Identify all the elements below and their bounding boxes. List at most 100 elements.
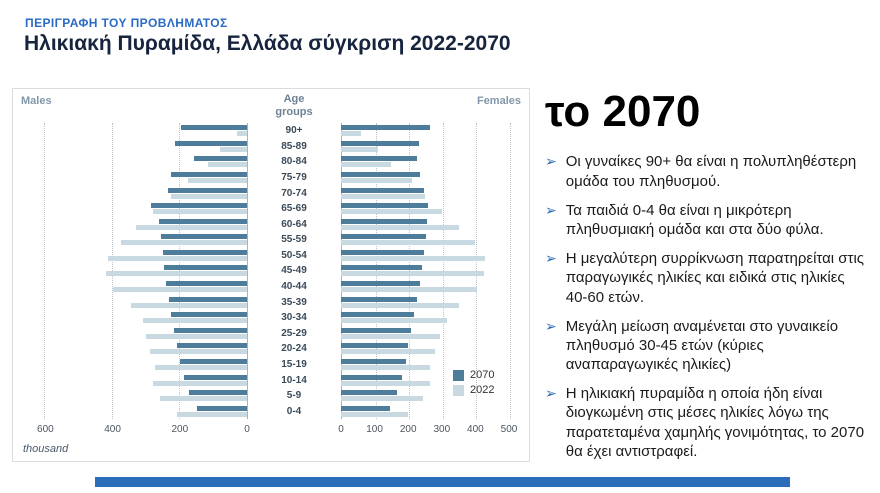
age-group-label: 75-79 [281, 172, 307, 184]
axis-tick-label: 0 [244, 424, 250, 435]
gridline [510, 123, 511, 419]
list-item: ➢ Η μεγαλύτερη συρρίκνωση παρατηρείται σ… [545, 249, 867, 307]
legend-item-2022: 2022 [453, 384, 494, 396]
female-2070-bar [341, 187, 424, 193]
female-2070-bar [341, 156, 417, 162]
male-2070-bar [180, 358, 247, 364]
gridline [442, 123, 444, 419]
pyramid-row: 60-64 [19, 216, 525, 232]
female-2022-bar [341, 131, 362, 137]
age-group-label: 60-64 [281, 218, 307, 230]
male-plot-gridlines [19, 123, 248, 419]
list-item: ➢ Μεγάλη μείωση αναμένεται στο γυναικείο… [545, 317, 867, 375]
eyebrow-heading: ΠΕΡΙΓΡΑΦΗ ΤΟΥ ΠΡΟΒΛΗΜΑΤΟΣ [25, 16, 228, 30]
legend-swatch-2022 [453, 384, 464, 396]
female-2022-bar [341, 162, 392, 168]
female-bars [341, 405, 525, 417]
male-bars [19, 296, 247, 308]
legend-label-2022: 2022 [470, 384, 495, 396]
commentary-panel: το 2070 ➢ Οι γυναίκες 90+ θα είναι η πολ… [545, 87, 867, 471]
female-bars [341, 125, 525, 137]
female-2022-bar [341, 364, 431, 370]
female-2022-bar [341, 318, 447, 324]
age-group-label: 5-9 [286, 390, 302, 402]
list-item: ➢ Οι γυναίκες 90+ θα είναι η πολυπληθέστ… [545, 152, 867, 190]
gridline [178, 123, 180, 419]
arrow-bullet-icon: ➢ [545, 153, 557, 170]
male-bars [19, 281, 247, 293]
male-2070-bar [151, 203, 247, 209]
bullet-text: Τα παιδιά 0-4 θα είναι η μικρότερη πληθυ… [565, 201, 824, 238]
male-bars [19, 156, 247, 168]
female-2070-bar [341, 125, 431, 131]
axis-tick-label: 300 [433, 424, 451, 435]
pyramid-row: 90+ [19, 123, 525, 139]
female-bars [341, 140, 525, 152]
male-2022-bar [177, 411, 247, 417]
age-group-label: 50-54 [281, 249, 307, 261]
gridline [476, 123, 478, 419]
male-2070-bar [161, 234, 247, 240]
female-2022-bar [341, 209, 442, 215]
pyramid-row: 0-4 [19, 403, 525, 419]
female-2022-bar [341, 333, 441, 339]
male-bars [19, 125, 247, 137]
pyramid-row: 30-34 [19, 310, 525, 326]
male-2022-bar [136, 224, 247, 230]
female-bars [341, 203, 525, 215]
panel-heading: το 2070 [545, 87, 701, 136]
legend-swatch-2070 [453, 369, 464, 381]
male-2022-bar [121, 240, 247, 246]
female-2070-bar [341, 327, 411, 333]
female-bars [341, 327, 525, 339]
male-2022-bar [208, 162, 247, 168]
male-2022-bar [105, 271, 247, 277]
age-group-label: 35-39 [281, 296, 307, 308]
female-2070-bar [341, 249, 425, 255]
female-2070-bar [341, 203, 428, 209]
bullet-text: Οι γυναίκες 90+ θα είναι η πολυπληθέστερ… [565, 153, 857, 190]
female-2070-bar [341, 265, 423, 271]
pyramid-row: 75-79 [19, 170, 525, 186]
female-2070-bar [341, 312, 415, 318]
female-bars [341, 187, 525, 199]
male-2022-bar [236, 131, 247, 137]
pyramid-row: 25-29 [19, 326, 525, 342]
female-2022-bar [341, 193, 425, 199]
female-bars [341, 281, 525, 293]
female-plot-gridlines [341, 123, 526, 419]
female-2070-bar [341, 343, 409, 349]
arrow-bullet-icon: ➢ [545, 201, 557, 218]
axis-tick-label: 600 [37, 424, 54, 435]
female-2022-bar [341, 349, 436, 355]
male-bars [19, 390, 247, 402]
axis-tick-label: 200 [171, 424, 189, 435]
female-bars [341, 343, 525, 355]
male-bars [19, 405, 247, 417]
population-pyramid-chart: Males Age groups Females 90+ 85-89 80-84 75… [12, 88, 530, 462]
male-2022-bar [152, 209, 247, 215]
male-2070-bar [196, 405, 247, 411]
male-2070-bar [189, 390, 247, 396]
bullet-text: Η ηλικιακή πυραμίδα η οποία ήδη είναι δι… [565, 385, 865, 460]
arrow-bullet-icon: ➢ [545, 250, 557, 267]
axis-tick-label: 0 [338, 424, 344, 435]
female-2070-bar [341, 296, 417, 302]
female-bars [341, 156, 525, 168]
female-2022-bar [341, 411, 408, 417]
male-2070-bar [181, 125, 247, 131]
accent-bottom-bar [95, 477, 790, 487]
pyramid-row: 10-14 [19, 372, 525, 388]
pyramid-row: 55-59 [19, 232, 525, 248]
male-2022-bar [131, 302, 247, 308]
age-group-label: 70-74 [281, 187, 307, 199]
females-header: Females [476, 95, 521, 107]
female-2022-bar [341, 178, 412, 184]
male-2070-bar [177, 343, 247, 349]
female-2022-bar [341, 287, 478, 293]
age-group-label: 0-4 [286, 405, 302, 417]
female-2070-bar [341, 390, 398, 396]
male-bars [19, 358, 247, 370]
list-item: ➢ Τα παιδιά 0-4 θα είναι η μικρότερη πλη… [545, 201, 867, 239]
